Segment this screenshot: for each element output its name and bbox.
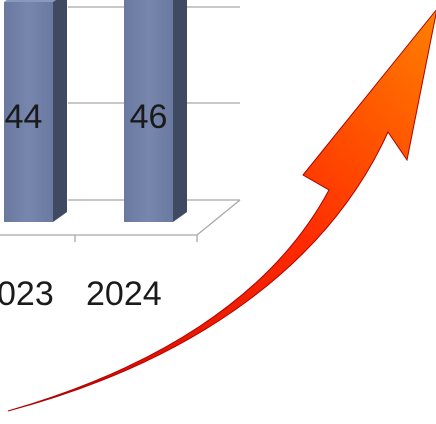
data-labels: 44 46: [5, 98, 168, 136]
category-tick-labels: 023 2024: [0, 275, 162, 313]
bar-side-face: [53, 0, 67, 222]
bar-front-face: [4, 2, 53, 222]
data-label: 44: [5, 98, 43, 136]
bar-front-face: [124, 0, 173, 222]
bar-2023: [4, 0, 67, 222]
bar-top-face: [4, 0, 56, 2]
category-label: 023: [0, 275, 54, 313]
data-label: 46: [130, 98, 168, 136]
upward-growth-arrow-icon: [7, 9, 436, 412]
bar-series: [4, 0, 187, 222]
bar-2024: [124, 0, 187, 222]
category-label: 2024: [86, 275, 162, 313]
bar-side-face: [173, 0, 187, 222]
